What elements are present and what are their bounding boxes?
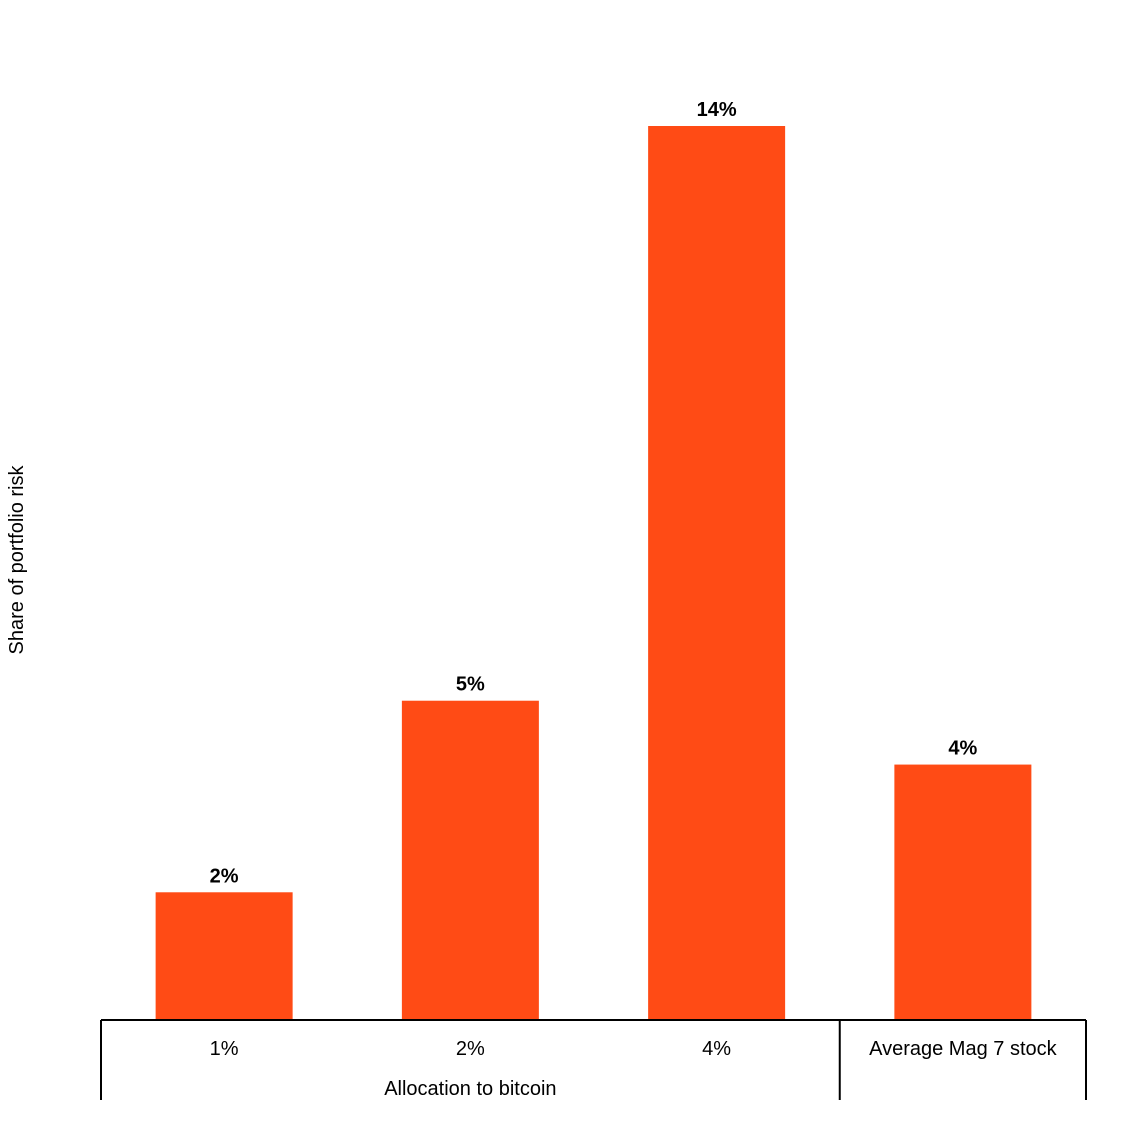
x-axis: 1% 2% 4% Average Mag 7 stock Allocation to b… <box>100 1019 1087 1100</box>
bar <box>648 126 786 1020</box>
data-label: 2% <box>210 865 239 887</box>
bar <box>401 700 539 1020</box>
x-group-label: Allocation to bitcoin <box>384 1078 556 1100</box>
x-tick-label: Average Mag 7 stock <box>869 1038 1058 1060</box>
y-axis-label: Share of portfolio risk <box>6 465 28 655</box>
x-tick-label: 1% <box>210 1038 239 1060</box>
bars-layer: 2% 5% 14% 4% <box>155 99 1032 1020</box>
bar <box>155 892 293 1020</box>
data-label: 4% <box>948 738 977 760</box>
data-label: 14% <box>697 99 737 121</box>
x-tick-label: 4% <box>702 1038 731 1060</box>
x-tick-label: 2% <box>456 1038 485 1060</box>
data-label: 5% <box>456 674 485 696</box>
bar <box>894 764 1032 1020</box>
